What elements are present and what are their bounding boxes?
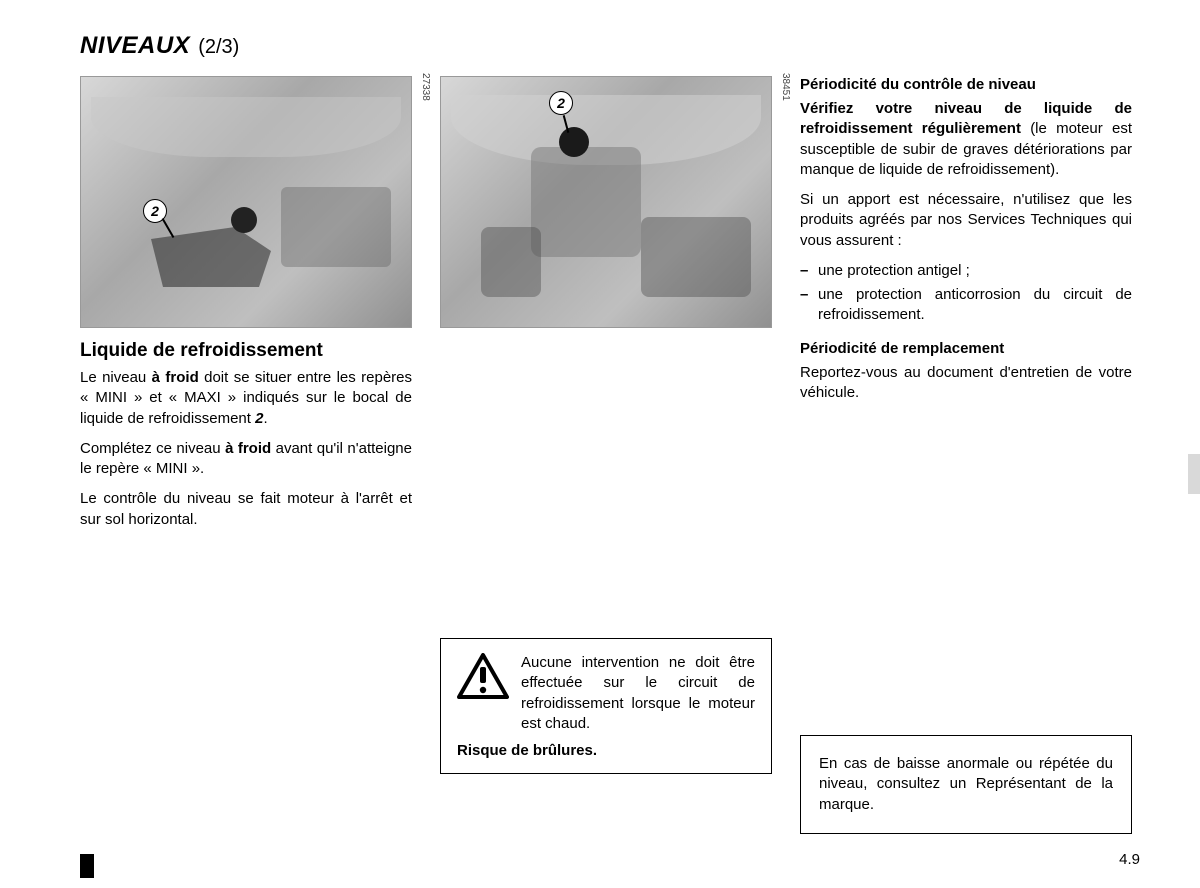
list-item: une protection anticorrosion du circuit … [800, 285, 1132, 326]
column-middle: 38451 2 Aucune interven [440, 76, 772, 774]
coolant-p2: Complétez ce niveau à froid avant qu'il … [80, 439, 412, 480]
callout-label: 2 [151, 203, 159, 219]
photo-ref-mid: 38451 [780, 73, 791, 101]
replace-heading: Périodicité de remplacement [800, 340, 1132, 357]
page-title-paren: (2/3) [198, 36, 239, 59]
callout-line [162, 218, 175, 238]
column-right: Périodicité du contrôle de niveau Vérifi… [800, 76, 1132, 834]
coolant-p1: Le niveau à froid doit se situer entre l… [80, 368, 412, 429]
list-item: une protection antigel ; [800, 261, 1132, 281]
columns: 27338 2 Liquide de refroidissement Le ni… [80, 76, 1140, 834]
text: . [263, 410, 267, 427]
warning-bold: Risque de brûlures. [457, 742, 755, 759]
callout-label: 2 [557, 95, 565, 111]
check-list: une protection antigel ; une protection … [800, 261, 1132, 326]
check-p2: Si un apport est nécessaire, n'utilisez … [800, 190, 1132, 251]
check-p1: Vérifiez votre niveau de liquide de refr… [800, 99, 1132, 180]
footer-mark [80, 854, 94, 878]
thumb-tab [1188, 454, 1200, 494]
text: Complétez ce niveau [80, 440, 225, 457]
coolant-p3: Le contrôle du niveau se fait moteur à l… [80, 489, 412, 530]
coolant-heading: Liquide de refroidissement [80, 340, 412, 362]
note-box: En cas de baisse anormale ou répétée du … [800, 735, 1132, 834]
warning-box: Aucune intervention ne doit être effectu… [440, 638, 772, 774]
engine-photo-left: 27338 2 [80, 76, 412, 328]
text-bold: à froid [225, 440, 271, 457]
photo-ref-left: 27338 [420, 73, 431, 101]
column-left: 27338 2 Liquide de refroidissement Le ni… [80, 76, 412, 540]
note-text: En cas de baisse anormale ou répétée du … [819, 754, 1113, 815]
replace-p: Reportez-vous au document d'entretien de… [800, 363, 1132, 404]
warning-text: Aucune intervention ne doit être effectu… [521, 653, 755, 734]
warning-icon [457, 653, 509, 699]
page-number: 4.9 [1119, 851, 1140, 868]
page-title-row: NIVEAUX (2/3) [80, 32, 1140, 60]
engine-photo-mid: 38451 2 [440, 76, 772, 328]
callout-2-mid: 2 [549, 91, 573, 115]
page-title: NIVEAUX [80, 32, 190, 60]
check-heading: Périodicité du contrôle de niveau [800, 76, 1132, 93]
text: Le niveau [80, 369, 152, 386]
text-bold: à froid [152, 369, 199, 386]
